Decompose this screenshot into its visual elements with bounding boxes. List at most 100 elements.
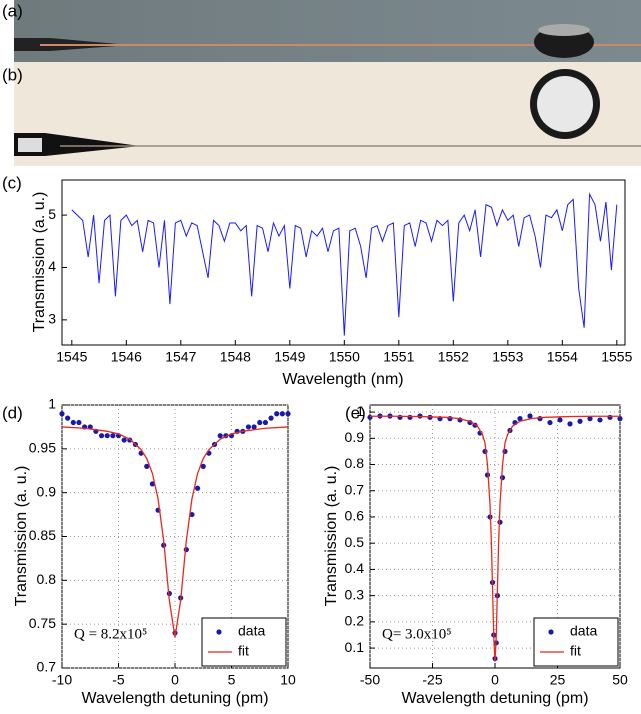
data-point (447, 416, 453, 422)
y-tick-label: 0.85 (29, 527, 56, 543)
data-point (257, 419, 263, 426)
data-point (502, 448, 508, 455)
x-tick-label: 1545 (56, 349, 87, 365)
y-tick-label: 0.5 (345, 534, 365, 550)
x-axis-label: Wavelength (nm) (282, 371, 403, 388)
y-tick-label: 0.4 (345, 560, 365, 576)
data-point (285, 411, 291, 417)
x-tick-label: 1546 (111, 349, 142, 365)
data-point (70, 419, 76, 426)
data-point (607, 414, 613, 420)
x-tick-label: 5 (228, 672, 236, 688)
annotation: Q = 8.2x10⁵ (74, 626, 147, 642)
legend-marker (216, 629, 222, 635)
data-line (71, 192, 618, 336)
y-tick-label: 0.9 (345, 429, 365, 445)
y-tick-label: 0.6 (345, 508, 365, 524)
y-tick-label: 1 (48, 396, 56, 412)
y-tick-label: 0.8 (345, 455, 365, 471)
data-point (482, 448, 488, 455)
photo-b (14, 62, 641, 166)
legend (533, 617, 619, 667)
y-axis-label: Transmission (a. u.) (13, 466, 30, 607)
data-point (617, 416, 623, 422)
data-point (577, 418, 583, 424)
data-point (547, 419, 553, 426)
y-tick-label: 4 (48, 258, 56, 274)
data-point (251, 424, 257, 430)
y-tick-label: 0.2 (345, 613, 365, 629)
x-tick-label: 1554 (547, 349, 578, 365)
data-point (274, 411, 280, 417)
x-tick-label: 1551 (383, 349, 414, 365)
data-point (110, 433, 116, 439)
data-point (200, 463, 206, 469)
data-point (217, 433, 223, 439)
data-point (76, 419, 82, 426)
legend-label: data (570, 623, 597, 639)
data-point (527, 413, 533, 419)
data-point (183, 547, 189, 553)
data-point (98, 433, 105, 439)
y-tick-label: 1 (356, 403, 364, 419)
legend-label: fit (570, 643, 581, 659)
x-tick-label: 50 (612, 672, 628, 688)
data-point (517, 416, 523, 422)
x-tick-label: -10 (52, 672, 72, 688)
data-point (397, 414, 403, 420)
x-tick-label: 1553 (492, 349, 523, 365)
panel-label: (b) (2, 65, 23, 84)
data-point (567, 421, 573, 427)
data-point (144, 463, 150, 469)
data-point (367, 414, 373, 420)
y-tick-label: 0.95 (29, 440, 56, 456)
x-tick-label: 1552 (438, 349, 469, 365)
data-point (149, 481, 155, 487)
legend (201, 617, 287, 667)
photo-a (14, 0, 641, 62)
data-point (245, 424, 252, 430)
annotation: Q= 3.0x10⁵ (382, 626, 452, 642)
y-tick-label: 0.7 (37, 659, 57, 675)
x-tick-label: 1547 (165, 349, 196, 365)
x-axis-label: Wavelength detuning (pm) (81, 690, 268, 707)
x-tick-label: 0 (171, 672, 179, 688)
data-point (104, 433, 110, 439)
legend-label: data (238, 623, 265, 639)
x-tick-label: 1549 (274, 349, 305, 365)
data-point (268, 415, 274, 421)
x-tick-label: -5 (112, 672, 125, 688)
data-point (499, 475, 506, 481)
x-tick-label: -50 (360, 672, 380, 688)
y-tick-label: 0.1 (345, 639, 365, 655)
y-axis-label: Transmission (a. u.) (323, 466, 340, 607)
data-point (557, 417, 563, 423)
x-axis-label: Wavelength detuning (pm) (401, 690, 588, 707)
data-point (537, 416, 543, 422)
y-axis-label: Transmission (a. u.) (31, 192, 48, 333)
y-tick-label: 0.8 (37, 571, 57, 587)
x-tick-label: 0 (491, 672, 499, 688)
y-tick-label: 0.75 (29, 615, 56, 631)
data-point (587, 416, 593, 422)
data-point (597, 417, 603, 423)
panel-label: (c) (2, 173, 22, 192)
data-line (370, 415, 620, 662)
y-tick-label: 0.9 (37, 483, 57, 499)
y-tick-label: 0.3 (345, 586, 365, 602)
data-point (65, 415, 71, 421)
panel-label: (e) (345, 403, 366, 422)
data-point (407, 414, 413, 420)
x-tick-label: 25 (550, 672, 566, 688)
legend-marker (548, 629, 554, 635)
x-tick-label: 1548 (220, 349, 251, 365)
panel-label: (a) (2, 1, 23, 20)
y-tick-label: 5 (48, 206, 56, 222)
x-tick-label: 1555 (601, 349, 632, 365)
data-point (262, 419, 268, 426)
x-tick-label: 1550 (329, 349, 360, 365)
x-tick-label: 10 (280, 672, 296, 688)
data-point (279, 411, 285, 417)
